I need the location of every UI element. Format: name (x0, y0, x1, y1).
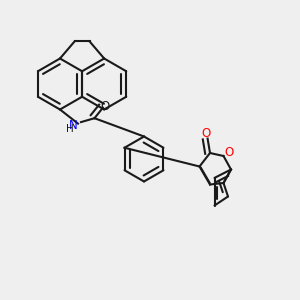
Text: O: O (224, 146, 233, 159)
Text: N: N (69, 118, 78, 132)
Text: O: O (202, 127, 211, 140)
Text: O: O (101, 100, 110, 113)
Text: H: H (66, 124, 74, 134)
